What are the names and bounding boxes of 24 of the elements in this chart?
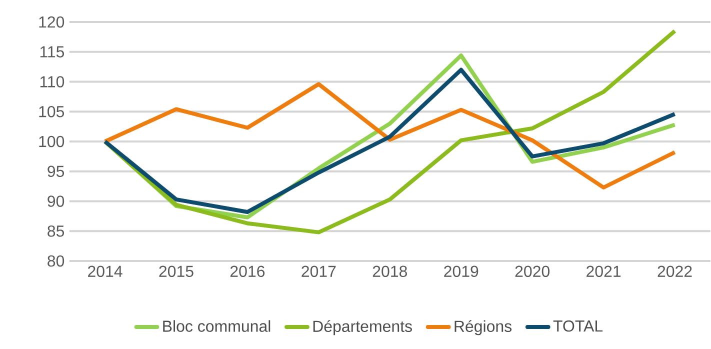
legend-label: Régions [454, 320, 512, 336]
y-tick-label: 95 [48, 166, 64, 178]
x-tick-label: 2015 [159, 266, 194, 278]
y-tick-label: 85 [48, 225, 64, 237]
legend-label: TOTAL [553, 320, 603, 332]
x-tick-label: 2017 [302, 266, 336, 278]
x-tick-label: 2014 [88, 266, 122, 278]
x-tick-label: 2022 [658, 266, 692, 278]
x-tick-label: 2021 [586, 266, 621, 278]
legend-label: Départements [313, 320, 412, 336]
y-tick-label: 110 [40, 76, 64, 88]
x-tick-label: 2016 [230, 266, 265, 278]
legend-label: Bloc communal [163, 320, 270, 332]
y-tick-label: 80 [48, 255, 64, 267]
line-series [103, 28, 677, 234]
y-tick-label: 120 [39, 16, 64, 28]
y-tick-label: 105 [39, 106, 64, 118]
y-tick-label: 90 [48, 196, 64, 207]
x-tick-label: 2020 [515, 266, 550, 278]
x-tick-label: 2019 [444, 266, 478, 278]
line-series [103, 82, 677, 190]
x-tick-label: 2018 [372, 266, 407, 278]
y-tick-label: 115 [40, 46, 64, 58]
y-tick-label: 100 [39, 136, 64, 148]
